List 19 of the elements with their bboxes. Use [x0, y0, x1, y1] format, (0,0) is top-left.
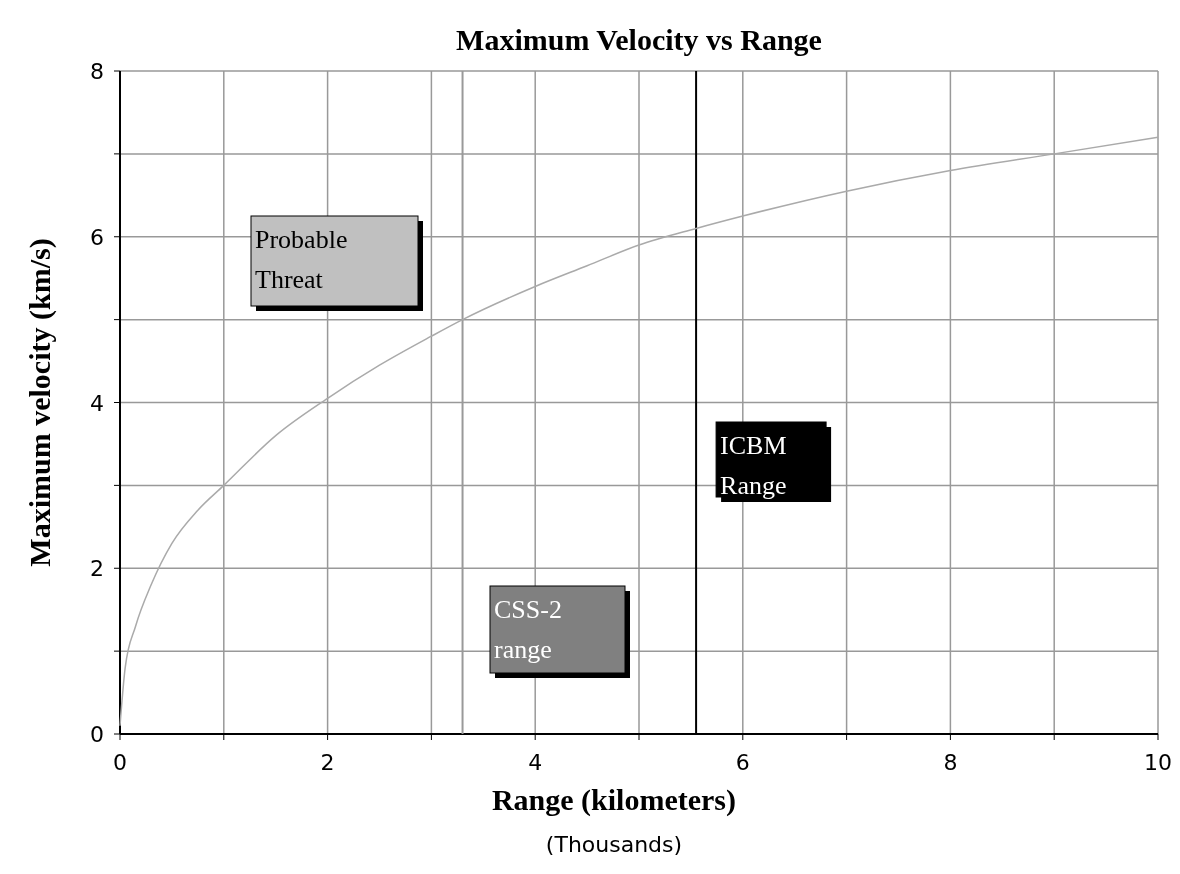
y-tick-label: 4 [90, 390, 104, 416]
ref-line-label: ICBM Range [720, 431, 787, 500]
x-tick-label: 10 [1144, 750, 1172, 775]
x-axis-title: Range (kilometers) [491, 783, 737, 817]
y-tick-label: 0 [90, 722, 104, 747]
y-axis-title: Maximum velocity (km/s) [23, 238, 57, 567]
y-tick-label: 6 [90, 224, 104, 250]
y-tick-label: 2 [90, 556, 104, 582]
x-tick-label: 6 [735, 750, 750, 775]
x-tick-label: 0 [113, 750, 127, 775]
x-tick-label: 2 [320, 750, 335, 775]
y-tick-label: 8 [90, 59, 104, 84]
chart-title: Maximum Velocity vs Range [456, 23, 822, 56]
x-tick-label: 4 [528, 750, 543, 775]
annotation: Probable Threat [255, 225, 348, 294]
annotation: CSS-2 range [494, 595, 562, 664]
line-series [119, 136, 1159, 727]
x-tick-label: 8 [943, 750, 958, 775]
text: (Thousands) [545, 832, 683, 857]
